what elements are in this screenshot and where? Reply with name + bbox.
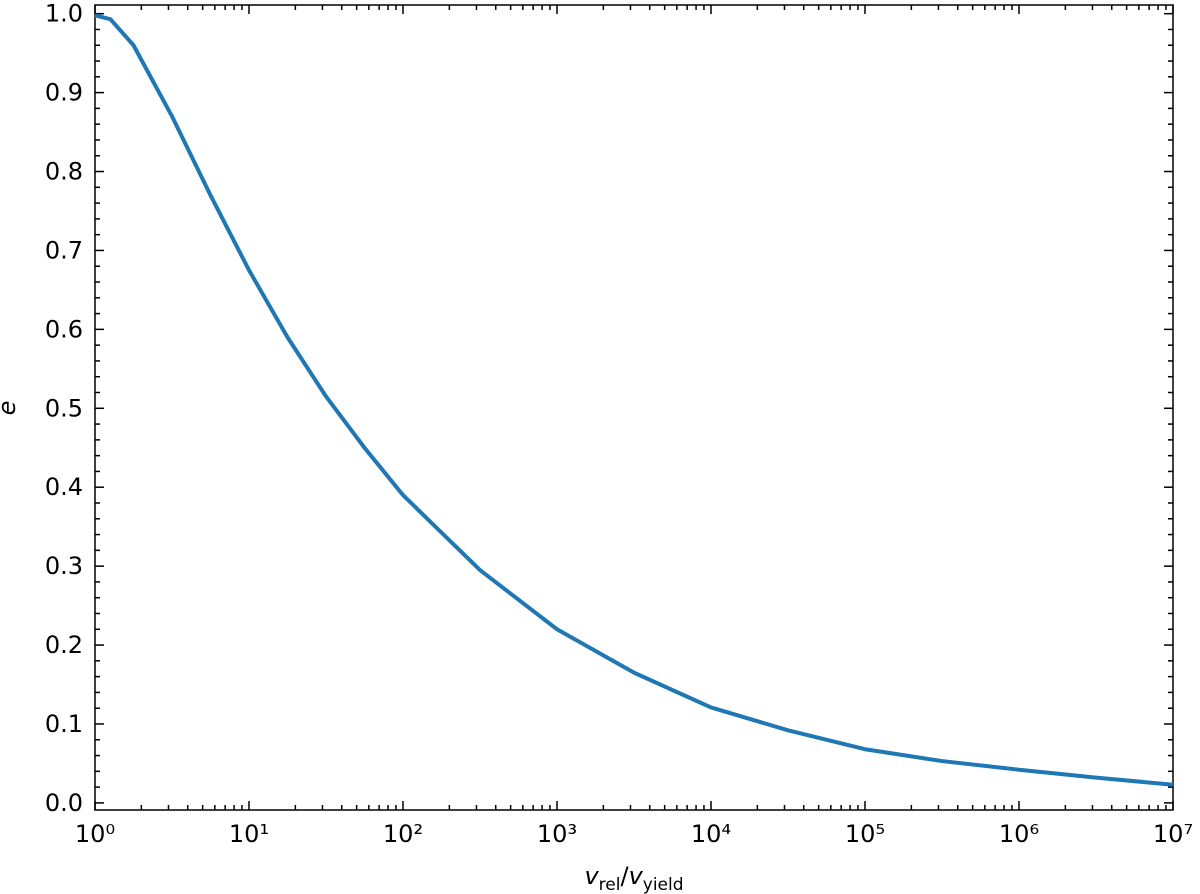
y-tick-label: 0.8 — [45, 158, 83, 186]
y-tick-label: 0.0 — [45, 789, 83, 817]
x-tick-label: 10¹ — [229, 820, 269, 848]
y-tick-label: 0.2 — [45, 631, 83, 659]
x-axis-label: vrel/vyield — [584, 862, 683, 894]
x-label-part: / — [620, 862, 629, 890]
x-tick-label: 10⁵ — [845, 820, 885, 848]
y-tick-label: 0.3 — [45, 552, 83, 580]
y-tick-label: 0.4 — [45, 473, 83, 501]
x-label-part: v — [584, 862, 599, 890]
data-line — [94, 13, 1174, 787]
y-axis-label: e — [0, 401, 21, 416]
x-tick-label: 10⁴ — [691, 820, 731, 848]
x-tick-label: 10⁷ — [1153, 820, 1193, 848]
x-tick-label: 10⁰ — [75, 820, 115, 848]
y-tick-label: 0.5 — [45, 394, 83, 422]
x-tick-label: 10³ — [537, 820, 577, 848]
y-tick-label: 1.0 — [45, 0, 83, 28]
x-label-part: v — [629, 862, 644, 890]
y-tick-label: 0.9 — [45, 79, 83, 107]
y-tick-label: 0.6 — [45, 315, 83, 343]
x-label-subscript: rel — [599, 875, 621, 894]
y-tick-label: 0.7 — [45, 236, 83, 264]
x-tick-label: 10⁶ — [999, 820, 1039, 848]
x-label-subscript: yield — [643, 875, 684, 894]
x-tick-label: 10² — [383, 820, 423, 848]
y-tick-label: 0.1 — [45, 710, 83, 738]
plot-frame — [94, 4, 1174, 811]
